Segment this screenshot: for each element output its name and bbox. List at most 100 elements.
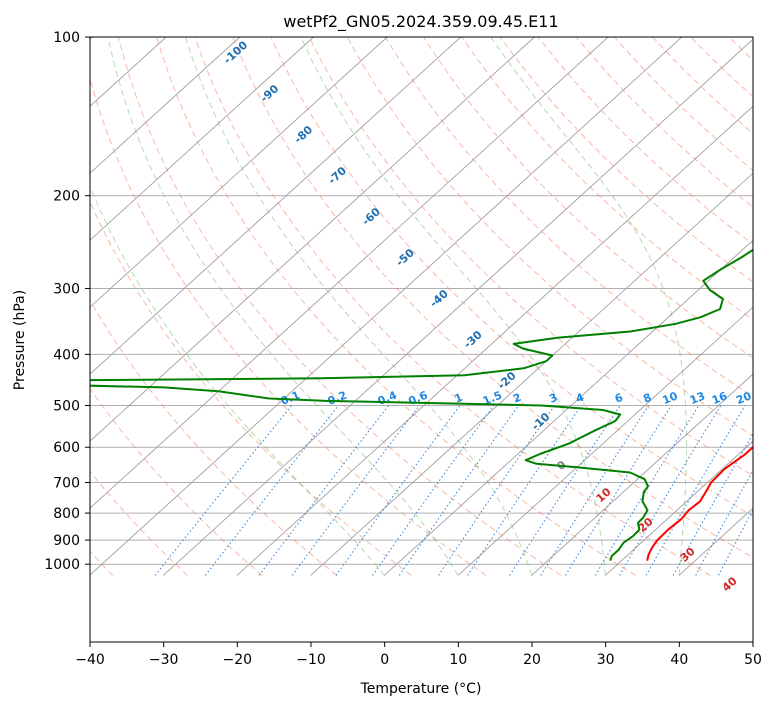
dry-adiabat-label-m80: -80 (292, 123, 316, 146)
dry-adiabat-180 (767, 37, 775, 575)
x-tick-label-50: 50 (744, 652, 762, 668)
dry-adiabat-m10 (90, 200, 412, 576)
y-axis-ticks: 100 200 300 400 500 600 700 800 900 1000 (44, 30, 90, 573)
isotherm-m90 (90, 37, 388, 308)
mixing-ratio-line-3 (438, 405, 556, 576)
dry-adiabat-90 (423, 37, 753, 359)
x-tick-label-30: 30 (597, 652, 615, 668)
y-tick-label-600: 600 (53, 440, 80, 456)
isotherm-40 (752, 574, 753, 576)
mixing-ratio-label-0p4: 0.4 (376, 388, 399, 407)
dry-adiabat-70 (346, 37, 753, 437)
y-tick-label-1000: 1000 (44, 557, 80, 573)
dry-adiabat-40 (232, 37, 753, 559)
plot-area: 0.10.20.40.611.52346810131620253036-100-… (90, 37, 775, 594)
isotherm-m110 (90, 37, 241, 174)
x-tick-label-40: 40 (670, 652, 688, 668)
mixing-ratio-line-10 (565, 405, 672, 576)
mixing-ratio-line-1p5 (372, 405, 495, 576)
moist-adiabat-m10 (90, 184, 385, 576)
mixing-ratio-line-2 (398, 405, 519, 576)
mixing-ratio-label-1: 1 (453, 391, 465, 406)
dry-adiabat-label-m100: -100 (221, 38, 250, 66)
y-axis-label: Pressure (hPa) (12, 290, 28, 390)
x-tick-label-m30: −30 (149, 652, 179, 668)
dry-adiabat-m40 (90, 470, 188, 576)
dry-adiabat-label-m40: -40 (427, 287, 451, 310)
mixing-ratio-line-0p1 (154, 405, 293, 576)
y-tick-label-800: 800 (53, 506, 80, 522)
x-tick-label-m40: −40 (75, 652, 105, 668)
dry-adiabat-10 (117, 37, 562, 576)
series-line-0 (646, 445, 753, 561)
x-axis-label: Temperature (°C) (360, 681, 482, 697)
dry-adiabat-label-10: 10 (594, 485, 614, 505)
chart-title: wetPf2_GN05.2024.359.09.45.E11 (283, 12, 558, 32)
moist-adiabats (90, 37, 753, 576)
isotherm-m10 (383, 239, 753, 576)
isotherm-0 (457, 306, 753, 576)
y-tick-label-500: 500 (53, 398, 80, 414)
isotherm-m20 (310, 172, 753, 576)
dry-adiabat-m30 (90, 387, 263, 576)
moist-adiabat-0 (107, 37, 459, 576)
mixing-ratio-line-0p2 (204, 405, 339, 576)
grid (90, 37, 753, 565)
mixing-ratio-line-13 (594, 405, 700, 576)
dry-adiabat-0 (90, 76, 487, 576)
isotherm-20 (604, 440, 753, 576)
moist-adiabat-20 (300, 37, 606, 576)
y-tick-label-400: 400 (53, 347, 80, 363)
y-tick-label-900: 900 (53, 533, 80, 549)
isotherm-m60 (90, 37, 609, 509)
mixing-ratio-label-20: 20 (734, 389, 753, 407)
mixing-ratio-line-0p4 (258, 405, 389, 576)
x-tick-label-0: 0 (380, 652, 389, 668)
dry-adiabat-label-m90: -90 (258, 82, 282, 105)
mixing-ratio-lines (154, 405, 753, 576)
mixing-ratio-line-8 (540, 405, 650, 576)
dry-adiabat-label-m60: -60 (360, 205, 384, 228)
dry-adiabat-110 (499, 37, 753, 283)
isotherm-10 (531, 373, 753, 576)
mixing-ratio-label-16: 16 (710, 389, 729, 407)
dry-adiabat-label-40: 40 (720, 574, 740, 594)
mixing-ratio-line-4 (467, 405, 582, 576)
mixing-ratio-line-16 (619, 405, 722, 576)
dry-adiabat-30 (194, 37, 711, 576)
mixing-ratio-line-6 (509, 405, 621, 576)
skewed-isotherms (90, 37, 753, 576)
mixing-ratio-label-10: 10 (661, 389, 680, 407)
dry-adiabats (90, 37, 775, 576)
dry-adiabat-60 (308, 37, 753, 477)
isotherm-m100 (90, 37, 314, 241)
isotherm-m50 (90, 37, 683, 576)
x-tick-label-20: 20 (523, 652, 541, 668)
mixing-ratio-label-8: 8 (641, 391, 653, 406)
y-tick-label-700: 700 (53, 476, 80, 492)
dry-adiabat-170 (728, 37, 753, 61)
y-tick-label-100: 100 (53, 30, 80, 46)
mixing-ratio-label-25: 25 (759, 389, 775, 407)
isotherm-m30 (236, 105, 753, 576)
dry-adiabat-20 (156, 37, 636, 576)
plot-frame (89, 36, 754, 643)
isotherm-m70 (90, 37, 535, 442)
isotherm-m40 (162, 38, 753, 576)
series (90, 248, 753, 562)
x-axis-ticks: −40 −30 −20 −10 0 10 20 30 40 50 (75, 642, 762, 668)
x-tick-label-m10: −10 (296, 652, 326, 668)
dry-adiabat-150 (652, 37, 753, 135)
moist-adiabat-10 (185, 37, 533, 576)
y-tick-label-300: 300 (53, 282, 80, 298)
dry-adiabat-80 (385, 37, 753, 398)
line-annotations: 0.10.20.40.611.52346810131620253036-100-… (221, 38, 775, 594)
mixing-ratio-label-2: 2 (511, 391, 523, 406)
isotherm-m80 (90, 37, 462, 375)
mixing-ratio-label-6: 6 (613, 391, 625, 406)
dry-adiabat-label-m50: -50 (393, 246, 417, 269)
x-tick-label-10: 10 (449, 652, 467, 668)
mixing-ratio-line-36 (718, 508, 753, 576)
mixing-ratio-line-20 (645, 405, 746, 576)
mixing-ratio-label-3: 3 (547, 391, 559, 406)
